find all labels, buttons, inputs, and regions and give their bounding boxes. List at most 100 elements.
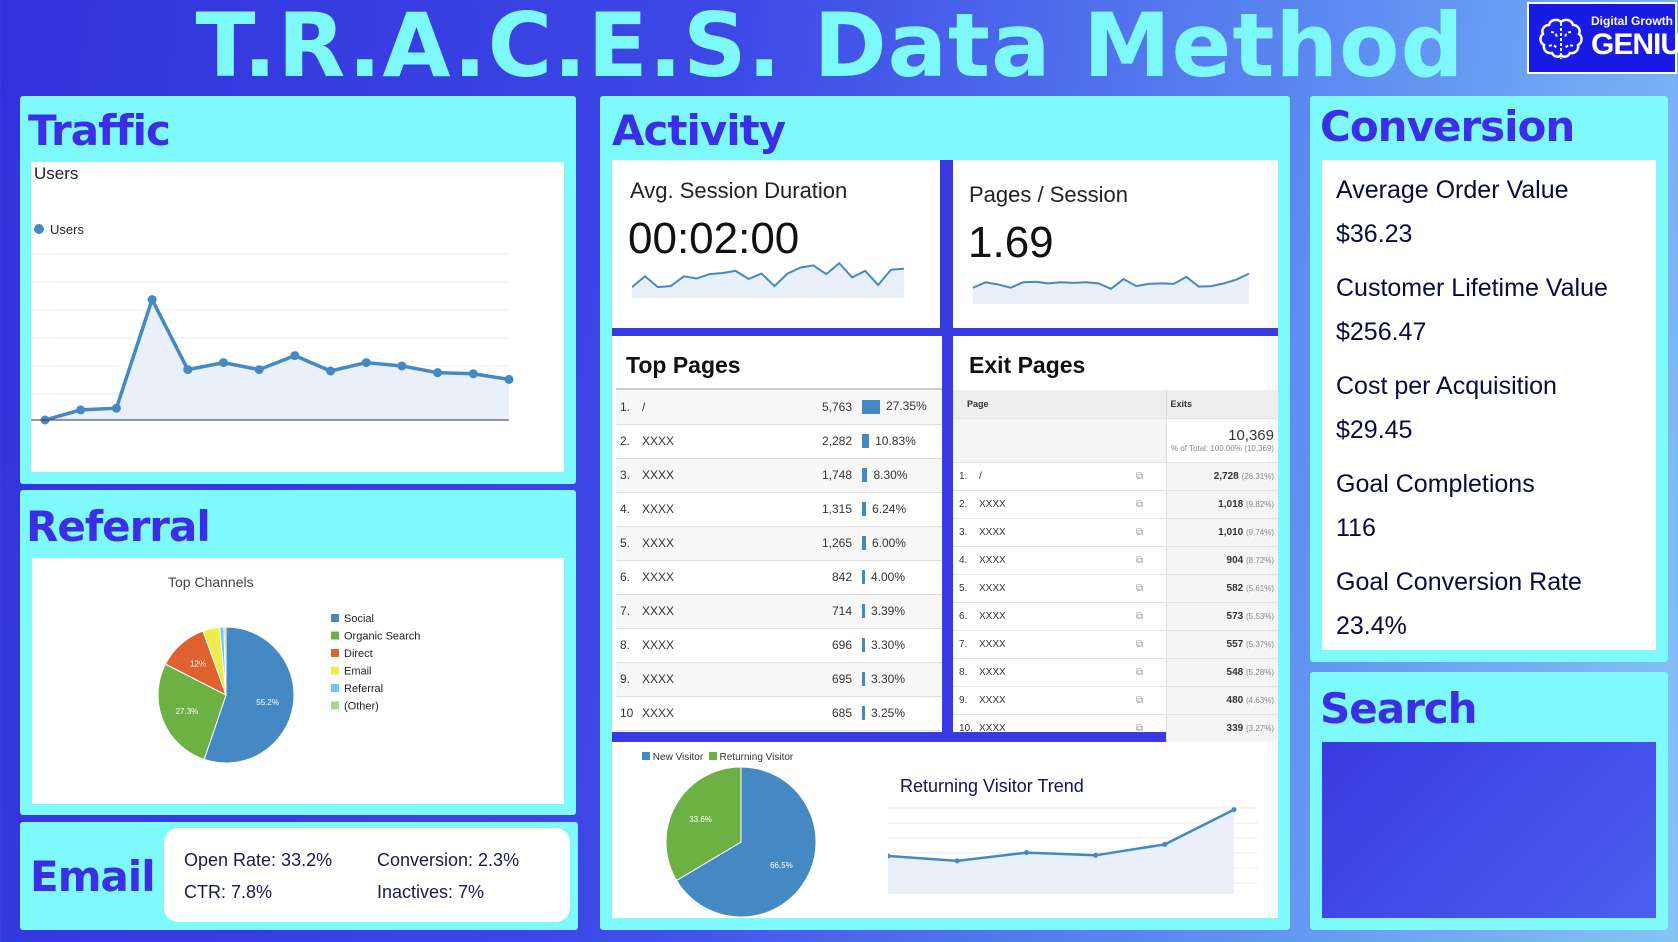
page-link[interactable]: / <box>979 462 1136 491</box>
inactives: Inactives: 7% <box>377 882 485 902</box>
share-bar <box>862 638 865 653</box>
slice-label: 12% <box>190 659 206 668</box>
page-link[interactable]: XXXX <box>642 492 792 527</box>
exit-page-row[interactable]: 5. XXXX ⧉ 582 (5.61%) <box>953 574 1278 603</box>
top-pages: Top Pages 1./5,763 27.35% 2. XXXX 2,282 10.83… <box>612 336 942 732</box>
exit-page-row[interactable]: 6. XXXX ⧉ 573 (5.53%) <box>953 602 1278 631</box>
series-area <box>45 299 509 420</box>
metric-label: Average Order Value <box>1336 176 1569 204</box>
series-line <box>632 261 905 289</box>
page-link[interactable]: XXXX <box>642 628 792 663</box>
search-panel: Search <box>1310 672 1668 930</box>
legend-swatch <box>331 666 339 675</box>
share-bar <box>862 468 868 483</box>
data-point <box>326 366 336 376</box>
exit-pages: Exit Pages Page Exits 10,369% of Total: 1… <box>953 336 1278 743</box>
data-point <box>397 361 407 371</box>
top-page-row[interactable]: 5. XXXX 1,265 6.00% <box>616 526 942 561</box>
exit-page-row[interactable]: 8. XXXX ⧉ 548 (5.28%) <box>953 658 1278 687</box>
exit-page-row[interactable]: 2. XXXX ⧉ 1,018 (9.82%) <box>953 490 1278 519</box>
data-point <box>147 295 157 305</box>
pages-session-card: Pages / Session 1.69 <box>953 160 1278 328</box>
data-point <box>468 369 478 379</box>
page-link[interactable]: XXXX <box>979 602 1136 631</box>
conversion-metrics: Average Order Value $36.23 Customer Lifeti… <box>1322 160 1656 650</box>
open-page-icon[interactable]: ⧉ <box>1136 602 1166 631</box>
page-link[interactable]: XXXX <box>979 574 1136 603</box>
page-link[interactable]: XXXX <box>642 594 792 629</box>
slice-label: 66.5% <box>770 861 793 870</box>
page-link[interactable]: XXXX <box>979 714 1136 743</box>
legend-swatch <box>331 631 339 640</box>
top-page-row[interactable]: 2. XXXX 2,282 10.83% <box>616 424 942 459</box>
page-link[interactable]: XXXX <box>979 658 1136 687</box>
page-link[interactable]: XXXX <box>642 662 792 697</box>
top-page-row[interactable]: 9. XXXX 695 3.30% <box>616 662 942 697</box>
open-page-icon[interactable]: ⧉ <box>1136 714 1166 743</box>
top-page-row[interactable]: 1./5,763 27.35% <box>616 390 942 425</box>
top-page-row[interactable]: 4. XXXX 1,315 6.24% <box>616 492 942 527</box>
top-page-row[interactable]: 6. XXXX 842 4.00% <box>616 560 942 595</box>
share-bar <box>862 502 867 517</box>
activity-title: Activity <box>612 106 786 155</box>
page-link[interactable]: / <box>642 390 792 425</box>
open-page-icon[interactable]: ⧉ <box>1136 574 1166 603</box>
legend-dot-icon <box>34 224 44 234</box>
page-link[interactable]: XXXX <box>642 424 792 459</box>
col-page[interactable]: Page <box>953 390 1166 419</box>
open-page-icon[interactable]: ⧉ <box>1136 686 1166 715</box>
open-page-icon[interactable]: ⧉ <box>1136 462 1166 491</box>
data-point <box>1093 852 1099 858</box>
share-bar <box>862 400 880 415</box>
top-page-row[interactable]: 8. XXXX 696 3.30% <box>616 628 942 663</box>
referral-title: Referral <box>26 502 211 551</box>
open-page-icon[interactable]: ⧉ <box>1136 630 1166 659</box>
data-point <box>433 368 443 378</box>
open-page-icon[interactable]: ⧉ <box>1136 546 1166 575</box>
page-link[interactable]: XXXX <box>979 630 1136 659</box>
legend-label: Referral <box>344 683 383 695</box>
data-point <box>290 351 300 361</box>
page-link[interactable]: XXXX <box>979 490 1136 519</box>
open-page-icon[interactable]: ⧉ <box>1136 658 1166 687</box>
series-line <box>888 808 1235 863</box>
open-page-icon[interactable]: ⧉ <box>1136 490 1166 519</box>
top-page-row[interactable]: 10 XXXX 685 3.25% <box>616 696 942 731</box>
page-link[interactable]: XXXX <box>979 518 1136 547</box>
share-bar <box>862 570 865 585</box>
visitor-legend: New Visitor Returning Visitor <box>642 752 793 763</box>
ctr: CTR: 7.8% <box>184 882 273 902</box>
exit-page-row[interactable]: 4. XXXX ⧉ 904 (8.72%) <box>953 546 1278 575</box>
avg-session-value: 00:02:00 <box>628 214 800 263</box>
exit-page-row[interactable]: 10. XXXX ⧉ 339 (3.27%) <box>953 714 1278 743</box>
page-link[interactable]: XXXX <box>642 560 792 595</box>
col-exits[interactable]: Exits <box>1165 390 1278 419</box>
top-page-row[interactable]: 3. XXXX 1,748 8.30% <box>616 458 942 493</box>
legend-label: Direct <box>344 648 373 660</box>
page-link[interactable]: XXXX <box>979 686 1136 715</box>
channels-chart-title: Top Channels <box>168 574 254 590</box>
open-page-icon[interactable]: ⧉ <box>1136 518 1166 547</box>
email-title: Email <box>30 852 156 901</box>
data-point <box>183 365 193 375</box>
avg-session-card: Avg. Session Duration 00:02:00 <box>612 160 940 328</box>
pages-session-value: 1.69 <box>968 218 1054 267</box>
page-link[interactable]: XXXX <box>979 546 1136 575</box>
exit-page-row[interactable]: 9. XXXX ⧉ 480 (4.63%) <box>953 686 1278 715</box>
exits-total: 10,369 <box>1228 427 1274 444</box>
share-bar <box>862 706 865 721</box>
page-link[interactable]: XXXX <box>642 696 792 731</box>
page-link[interactable]: XXXX <box>642 458 792 493</box>
legend-swatch <box>331 684 339 692</box>
legend-label: Organic Search <box>344 631 420 643</box>
exit-page-row[interactable]: 1. / ⧉ 2,728 (26.31%) <box>953 462 1278 491</box>
exit-page-row[interactable]: 7. XXXX ⧉ 557 (5.37%) <box>953 630 1278 659</box>
users-chart-title: Users <box>34 164 79 183</box>
open-rate: Open Rate: 33.2% <box>184 850 333 870</box>
metric-label: Goal Conversion Rate <box>1336 568 1582 596</box>
exit-page-row[interactable]: 3. XXXX ⧉ 1,010 (9.74%) <box>953 518 1278 547</box>
data-point <box>76 405 86 415</box>
channels-chart: Top Channels 55.2% 27.3% 12% Social Organic … <box>32 558 564 804</box>
page-link[interactable]: XXXX <box>642 526 792 561</box>
top-page-row[interactable]: 7. XXXX 714 3.39% <box>616 594 942 629</box>
